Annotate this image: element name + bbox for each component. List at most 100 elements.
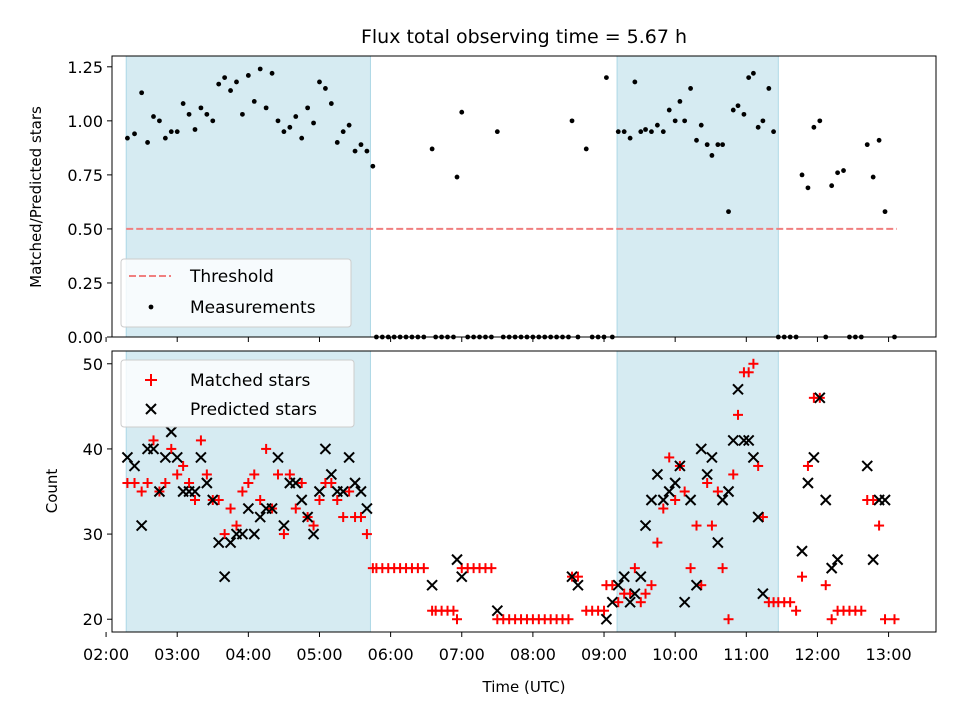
- y-tick-label: 0.25: [67, 274, 103, 293]
- y-tick-label: 20: [83, 610, 103, 629]
- x-tick-label: 04:00: [225, 645, 271, 664]
- measurement-point: [660, 129, 666, 135]
- predicted-star-point: [295, 494, 308, 506]
- x-tick-label: 07:00: [439, 645, 485, 664]
- predicted-star-point: [254, 511, 266, 523]
- predicted-star-point: [861, 460, 873, 472]
- x-tick-label: 05:00: [296, 645, 342, 664]
- predicted-star-point: [796, 545, 808, 557]
- measurement-point: [370, 163, 376, 169]
- measurement-point: [799, 172, 805, 178]
- matched-star-point: [178, 460, 189, 471]
- predicted-star-point: [879, 494, 891, 506]
- matched-star-point: [142, 477, 153, 488]
- predicted-star-point: [456, 570, 468, 583]
- matched-star-point: [635, 597, 646, 608]
- measurement-point: [180, 101, 186, 106]
- x-tick-label: 12:00: [794, 645, 840, 664]
- measurement-point: [454, 174, 460, 180]
- measurement-point: [174, 129, 180, 135]
- matched-star-point: [231, 520, 242, 531]
- predicted-star-point: [742, 434, 755, 447]
- predicted-star-point: [624, 596, 636, 608]
- measurement-point: [811, 124, 817, 130]
- measurement-point: [132, 131, 137, 137]
- measurement-point: [677, 98, 683, 104]
- measurement-point: [275, 118, 281, 124]
- measurement-point: [621, 129, 627, 135]
- predicted-star-point: [349, 477, 361, 489]
- measurement-point: [145, 140, 150, 145]
- predicted-star-point: [242, 502, 255, 515]
- matched-star-point: [613, 597, 624, 608]
- measurement-point: [760, 118, 766, 124]
- measurement-point: [694, 137, 699, 143]
- measurement-point: [494, 129, 500, 135]
- predicted-star-point: [272, 451, 284, 464]
- x-tick-label: 03:00: [154, 645, 200, 664]
- matched-star-point: [314, 495, 325, 506]
- matched-star-point: [652, 537, 663, 548]
- measurement-point: [817, 118, 823, 124]
- matched-star-point: [418, 563, 429, 574]
- matched-star-point: [685, 563, 696, 574]
- matched-star-point: [172, 469, 183, 480]
- predicted-star-point: [706, 451, 718, 464]
- predicted-star-point: [820, 494, 832, 506]
- measurement-point: [287, 124, 293, 130]
- predicted-star-point: [831, 553, 844, 566]
- measurement-point: [323, 86, 328, 91]
- predicted-star-point: [165, 426, 177, 438]
- x-tick-label: 09:00: [581, 645, 627, 664]
- predicted-star-point: [248, 528, 260, 540]
- y-tick-label: 30: [83, 525, 103, 544]
- predicted-star-point: [757, 587, 769, 600]
- predicted-star-point: [278, 519, 290, 532]
- predicted-star-point: [600, 613, 613, 625]
- measurement-point: [139, 90, 145, 96]
- matched-star-point: [249, 469, 260, 480]
- matched-star-point: [640, 588, 651, 599]
- matched-star-point: [278, 529, 289, 540]
- measurement-point: [649, 129, 654, 135]
- matched-star-point: [195, 435, 206, 446]
- x-tick-label: 10:00: [652, 645, 698, 664]
- predicted-star-point: [752, 511, 764, 523]
- measurement-point: [882, 209, 888, 215]
- predicted-star-point: [572, 579, 584, 591]
- matched-star-point: [723, 614, 734, 625]
- matched-star-point: [201, 469, 212, 480]
- predicted-star-point: [266, 502, 278, 515]
- matched-star-point: [691, 520, 702, 531]
- y-tick-label: 0.00: [67, 328, 103, 347]
- measurement-point: [682, 118, 688, 124]
- measurement-point: [704, 142, 710, 148]
- measurement-point: [805, 185, 811, 191]
- matched-star-point: [225, 503, 236, 514]
- measurement-point: [222, 75, 228, 81]
- predicted-star-point: [128, 460, 141, 472]
- legend-matched-label: Matched stars: [190, 371, 310, 391]
- matched-star-point: [452, 614, 463, 625]
- matched-star-point: [607, 580, 618, 591]
- matched-star-point: [355, 512, 366, 523]
- measurement-point: [162, 135, 168, 141]
- measurement-point: [864, 142, 870, 148]
- matched-star-point: [702, 477, 713, 488]
- predicted-star-point: [319, 443, 332, 455]
- predicted-star-point: [678, 596, 691, 608]
- predicted-star-point: [635, 570, 647, 583]
- measurement-point: [346, 122, 352, 128]
- measurement-point: [766, 86, 772, 91]
- matched-star-point: [880, 614, 891, 625]
- measurement-point: [340, 129, 346, 135]
- legend-threshold-label: Threshold: [189, 267, 274, 287]
- measurement-point: [204, 111, 210, 117]
- matched-star-point: [802, 460, 813, 471]
- predicted-star-point: [171, 451, 183, 464]
- bottom-legend: Matched stars Predicted stars: [120, 359, 355, 428]
- matched-star-points: [122, 358, 900, 625]
- y-tick-label: 1.00: [67, 112, 103, 131]
